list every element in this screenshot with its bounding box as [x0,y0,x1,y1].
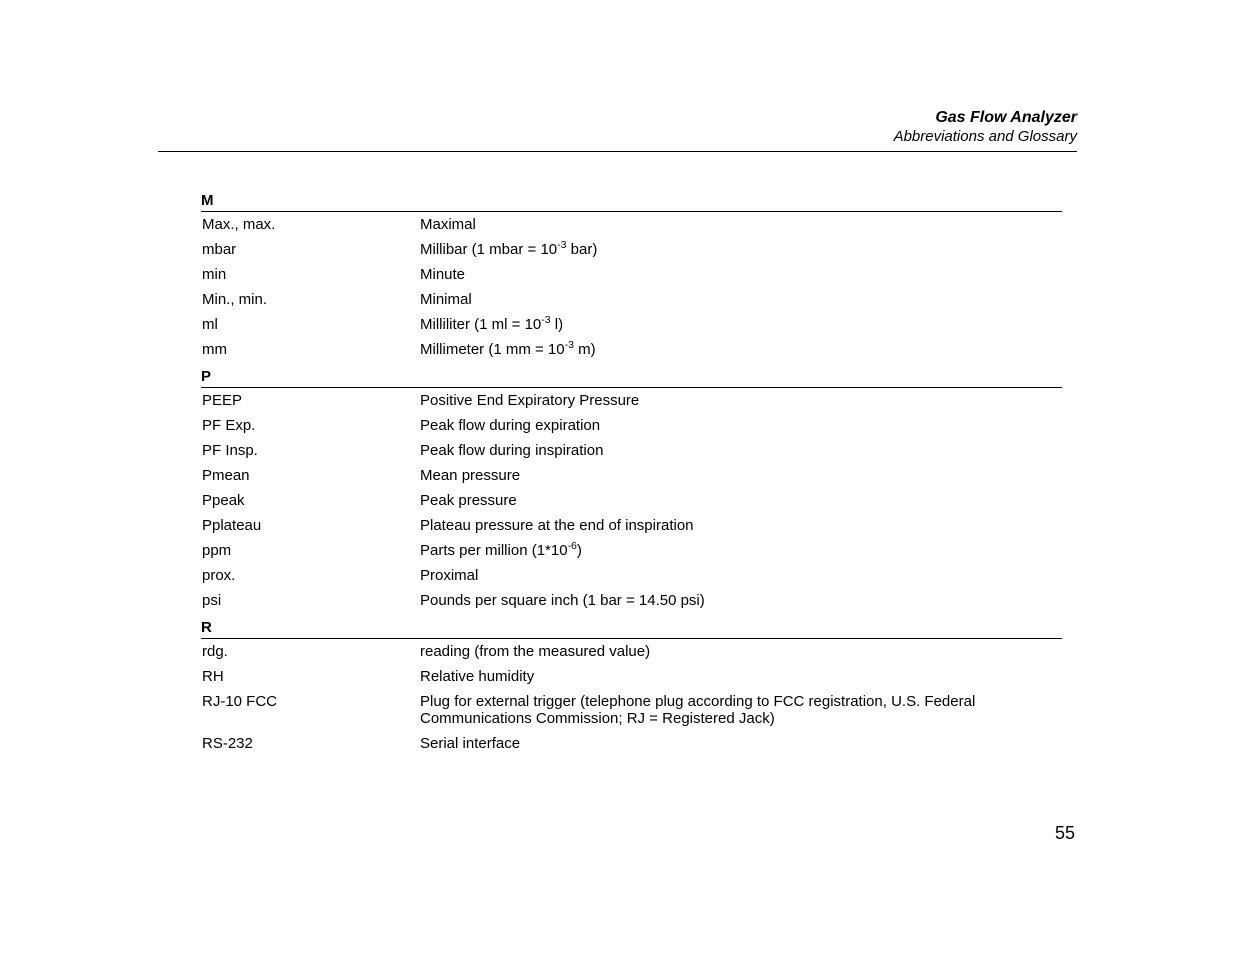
glossary-row: Max., max.Maximal [201,212,1062,237]
glossary-row: PplateauPlateau pressure at the end of i… [201,513,1062,538]
glossary-row: PEEPPositive End Expiratory Pressure [201,388,1062,413]
glossary-content: MMax., max.MaximalmbarMillibar (1 mbar =… [201,186,1062,756]
glossary-row: RS-232Serial interface [201,731,1062,756]
glossary-row: PmeanMean pressure [201,463,1062,488]
section-letter: M [201,186,1062,212]
glossary-term: Min., min. [201,291,420,308]
glossary-row: PF Insp.Peak flow during inspiration [201,438,1062,463]
section-letter: P [201,362,1062,388]
glossary-row: Min., min.Minimal [201,287,1062,312]
glossary-definition: Proximal [420,567,1062,584]
glossary-term: mm [201,341,420,358]
glossary-term: PF Exp. [201,417,420,434]
glossary-definition: Plug for external trigger (telephone plu… [420,693,1062,727]
glossary-term: RS-232 [201,735,420,752]
glossary-row: RHRelative humidity [201,664,1062,689]
glossary-definition: Milliliter (1 ml = 10-3 l) [420,316,1062,333]
glossary-term: min [201,266,420,283]
header-subtitle: Abbreviations and Glossary [894,127,1077,147]
glossary-row: psiPounds per square inch (1 bar = 14.50… [201,588,1062,613]
glossary-term: Ppeak [201,492,420,509]
glossary-term: Pplateau [201,517,420,534]
glossary-row: mbarMillibar (1 mbar = 10-3 bar) [201,237,1062,262]
page-header: Gas Flow Analyzer Abbreviations and Glos… [894,108,1077,147]
page: Gas Flow Analyzer Abbreviations and Glos… [0,0,1235,954]
glossary-term: prox. [201,567,420,584]
glossary-row: minMinute [201,262,1062,287]
glossary-definition: Peak flow during inspiration [420,442,1062,459]
glossary-term: PF Insp. [201,442,420,459]
page-number: 55 [1055,823,1075,844]
glossary-definition: Positive End Expiratory Pressure [420,392,1062,409]
glossary-definition: Parts per million (1*10-6) [420,542,1062,559]
section-rows: rdg.reading (from the measured value)RHR… [201,639,1062,756]
glossary-row: mlMilliliter (1 ml = 10-3 l) [201,312,1062,337]
glossary-row: PpeakPeak pressure [201,488,1062,513]
glossary-definition: Millibar (1 mbar = 10-3 bar) [420,241,1062,258]
header-title: Gas Flow Analyzer [894,108,1077,127]
glossary-term: RJ-10 FCC [201,693,420,710]
glossary-definition: Pounds per square inch (1 bar = 14.50 ps… [420,592,1062,609]
section-rows: Max., max.MaximalmbarMillibar (1 mbar = … [201,212,1062,362]
glossary-definition: Minimal [420,291,1062,308]
glossary-definition: Peak pressure [420,492,1062,509]
glossary-term: RH [201,668,420,685]
glossary-term: PEEP [201,392,420,409]
glossary-term: mbar [201,241,420,258]
glossary-definition: Minute [420,266,1062,283]
glossary-term: ml [201,316,420,333]
glossary-term: Max., max. [201,216,420,233]
header-rule [158,151,1077,152]
glossary-definition: Millimeter (1 mm = 10-3 m) [420,341,1062,358]
glossary-definition: Peak flow during expiration [420,417,1062,434]
glossary-definition: Serial interface [420,735,1062,752]
section-letter: R [201,613,1062,639]
glossary-term: ppm [201,542,420,559]
glossary-definition: Mean pressure [420,467,1062,484]
glossary-row: rdg.reading (from the measured value) [201,639,1062,664]
glossary-term: rdg. [201,643,420,660]
glossary-definition: Relative humidity [420,668,1062,685]
glossary-row: RJ-10 FCCPlug for external trigger (tele… [201,689,1062,731]
glossary-term: psi [201,592,420,609]
section-rows: PEEPPositive End Expiratory PressurePF E… [201,388,1062,613]
glossary-term: Pmean [201,467,420,484]
glossary-definition: Maximal [420,216,1062,233]
glossary-definition: reading (from the measured value) [420,643,1062,660]
glossary-definition: Plateau pressure at the end of inspirati… [420,517,1062,534]
glossary-row: mmMillimeter (1 mm = 10-3 m) [201,337,1062,362]
glossary-row: PF Exp.Peak flow during expiration [201,413,1062,438]
glossary-row: prox.Proximal [201,563,1062,588]
glossary-row: ppmParts per million (1*10-6) [201,538,1062,563]
